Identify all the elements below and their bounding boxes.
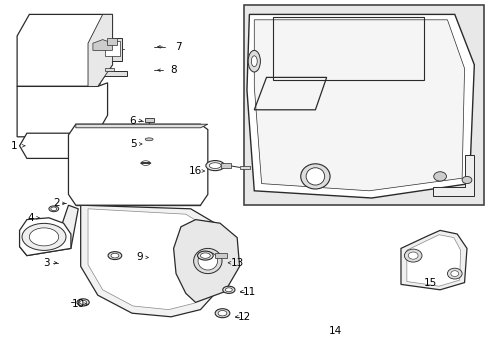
Polygon shape [68, 124, 207, 205]
Bar [239, 166, 250, 169]
Ellipse shape [200, 253, 210, 258]
Text: 3: 3 [43, 258, 50, 268]
Text: 15: 15 [423, 278, 436, 288]
Ellipse shape [215, 309, 229, 318]
Text: 12: 12 [237, 312, 251, 322]
Circle shape [433, 172, 446, 181]
Polygon shape [20, 205, 78, 256]
Ellipse shape [205, 161, 224, 171]
Bar [102, 38, 122, 61]
Polygon shape [17, 14, 112, 86]
Polygon shape [93, 40, 112, 50]
Ellipse shape [108, 252, 122, 260]
Circle shape [450, 271, 458, 276]
Ellipse shape [140, 159, 151, 167]
Ellipse shape [77, 299, 89, 306]
Ellipse shape [22, 223, 66, 251]
Ellipse shape [141, 161, 150, 165]
Polygon shape [406, 235, 460, 286]
Polygon shape [76, 124, 207, 128]
Text: 7: 7 [175, 42, 182, 52]
Bar [272, 17, 424, 80]
Bar [106, 38, 117, 45]
Ellipse shape [218, 310, 226, 316]
Ellipse shape [197, 251, 213, 260]
Polygon shape [20, 133, 112, 158]
Text: 1: 1 [10, 141, 17, 151]
Polygon shape [81, 205, 224, 317]
Text: 10: 10 [72, 299, 84, 309]
Bar [221, 163, 230, 168]
Ellipse shape [300, 164, 329, 189]
Circle shape [404, 249, 421, 262]
Bar [244, 5, 483, 205]
Bar [95, 71, 127, 76]
Text: 9: 9 [136, 252, 142, 262]
Bar [144, 135, 153, 144]
Ellipse shape [225, 288, 232, 292]
Text: 8: 8 [170, 65, 177, 75]
Polygon shape [173, 220, 239, 302]
Bar [215, 253, 227, 258]
Polygon shape [20, 218, 71, 256]
Polygon shape [400, 230, 466, 290]
Ellipse shape [209, 163, 221, 168]
Ellipse shape [145, 138, 153, 141]
Polygon shape [88, 14, 112, 86]
Polygon shape [432, 155, 473, 196]
Polygon shape [17, 83, 107, 137]
Text: 5: 5 [129, 139, 136, 149]
Ellipse shape [251, 56, 257, 67]
Ellipse shape [198, 252, 217, 270]
Ellipse shape [49, 206, 59, 212]
Text: 2: 2 [53, 198, 60, 208]
Text: 13: 13 [230, 258, 244, 268]
Ellipse shape [305, 168, 324, 185]
Text: 4: 4 [27, 213, 34, 223]
Circle shape [447, 268, 461, 279]
Ellipse shape [193, 248, 222, 274]
Bar [144, 118, 153, 122]
Ellipse shape [222, 286, 235, 293]
Bar [105, 68, 114, 71]
Circle shape [461, 176, 471, 184]
Text: 6: 6 [129, 116, 136, 126]
Ellipse shape [111, 253, 119, 258]
Circle shape [407, 252, 417, 259]
Ellipse shape [29, 228, 59, 246]
Text: 16: 16 [188, 166, 202, 176]
Bar [105, 41, 120, 56]
Text: 11: 11 [242, 287, 256, 297]
Polygon shape [246, 14, 473, 198]
Ellipse shape [80, 300, 86, 304]
Polygon shape [88, 209, 215, 310]
Ellipse shape [51, 207, 57, 211]
Polygon shape [254, 20, 464, 191]
Ellipse shape [247, 50, 260, 72]
Text: 14: 14 [327, 326, 341, 336]
